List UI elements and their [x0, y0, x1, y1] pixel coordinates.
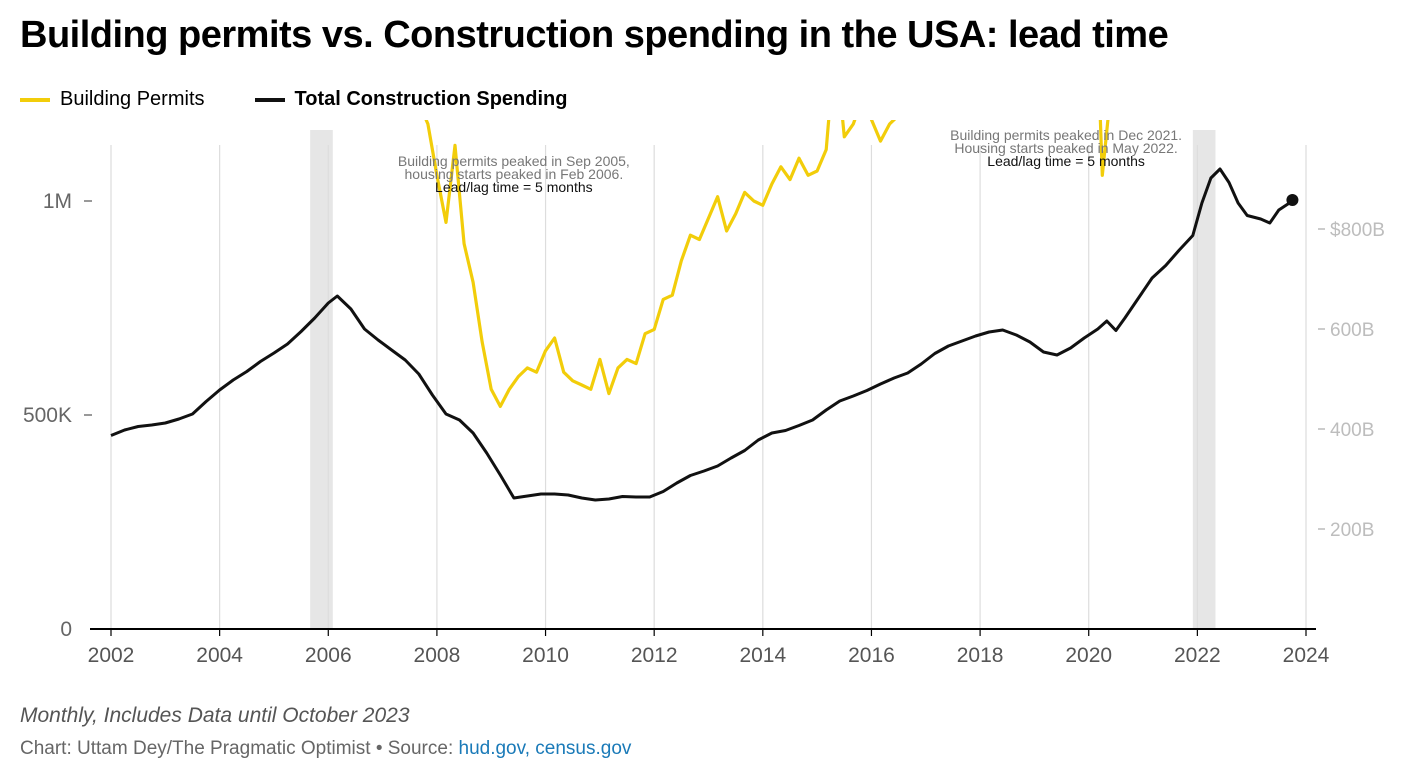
x-tick-label-0: 2002	[88, 644, 135, 667]
y-right-tick-label-0: 200B	[1330, 520, 1374, 541]
annotation-0-emphasis: Lead/lag time = 5 months	[435, 179, 593, 195]
x-tick-label-7: 2016	[848, 644, 895, 667]
legend-swatch-permits	[20, 97, 50, 102]
line-chart: 2002 2004 2006 2008 2010 2012 2014 2016 2018 2020…	[23, 120, 1385, 667]
chart-footnote: Monthly, Includes Data until October 202…	[20, 704, 410, 727]
x-tick-label-5: 2012	[631, 644, 678, 667]
annotation-0-line-0: Building permits peaked in Sep 2005,	[398, 153, 630, 169]
y-right-tick-label-1: 400B	[1330, 420, 1374, 441]
annotation-1-line-0: Building permits peaked in Dec 2021.	[950, 127, 1182, 143]
x-tick-label-4: 2010	[522, 644, 569, 667]
series-line-1	[110, 167, 1294, 502]
y-left-tick-label-0: 0	[60, 618, 72, 641]
series-end-point-1	[1286, 194, 1299, 206]
legend-item-permits: Building Permits	[20, 88, 205, 111]
annotation-1-emphasis: Lead/lag time = 5 months	[987, 153, 1145, 169]
credit-text: Chart: Uttam Dey/The Pragmatic Optimist …	[20, 738, 454, 759]
x-tick-label-6: 2014	[739, 644, 786, 667]
shaded-period-1	[1192, 130, 1216, 629]
y-left-tick-label-1: 500K	[23, 404, 72, 427]
shaded-period-0	[310, 130, 333, 629]
y-left-tick-label-2: 1M	[43, 190, 72, 213]
legend-label-permits: Building Permits	[60, 88, 205, 110]
chart-title: Building permits vs. Construction spendi…	[20, 14, 1169, 56]
x-tick-label-2: 2006	[305, 644, 352, 667]
x-tick-label-11: 2024	[1283, 644, 1330, 667]
x-tick-label-8: 2018	[957, 644, 1004, 667]
legend-label-spending: Total Construction Spending	[294, 88, 568, 110]
x-tick-label-9: 2020	[1065, 644, 1112, 667]
legend: Building Permits Total Construction Spen…	[20, 88, 617, 111]
x-tick-label-3: 2008	[414, 644, 461, 667]
series-line-0	[424, 120, 1110, 408]
source-links[interactable]: hud.gov, census.gov	[458, 738, 632, 759]
chart-credits: Chart: Uttam Dey/The Pragmatic Optimist …	[20, 738, 631, 760]
annotation-0-line-1: housing starts peaked in Feb 2006.	[405, 166, 624, 182]
y-right-tick-label-2: 600B	[1330, 320, 1374, 341]
x-tick-label-1: 2004	[196, 644, 243, 667]
x-tick-label-10: 2022	[1174, 644, 1221, 667]
legend-item-spending: Total Construction Spending	[254, 88, 568, 111]
legend-swatch-spending	[254, 97, 285, 102]
y-right-tick-label-3: $800B	[1330, 220, 1385, 241]
annotation-1-line-1: Housing starts peaked in May 2022.	[954, 140, 1177, 156]
